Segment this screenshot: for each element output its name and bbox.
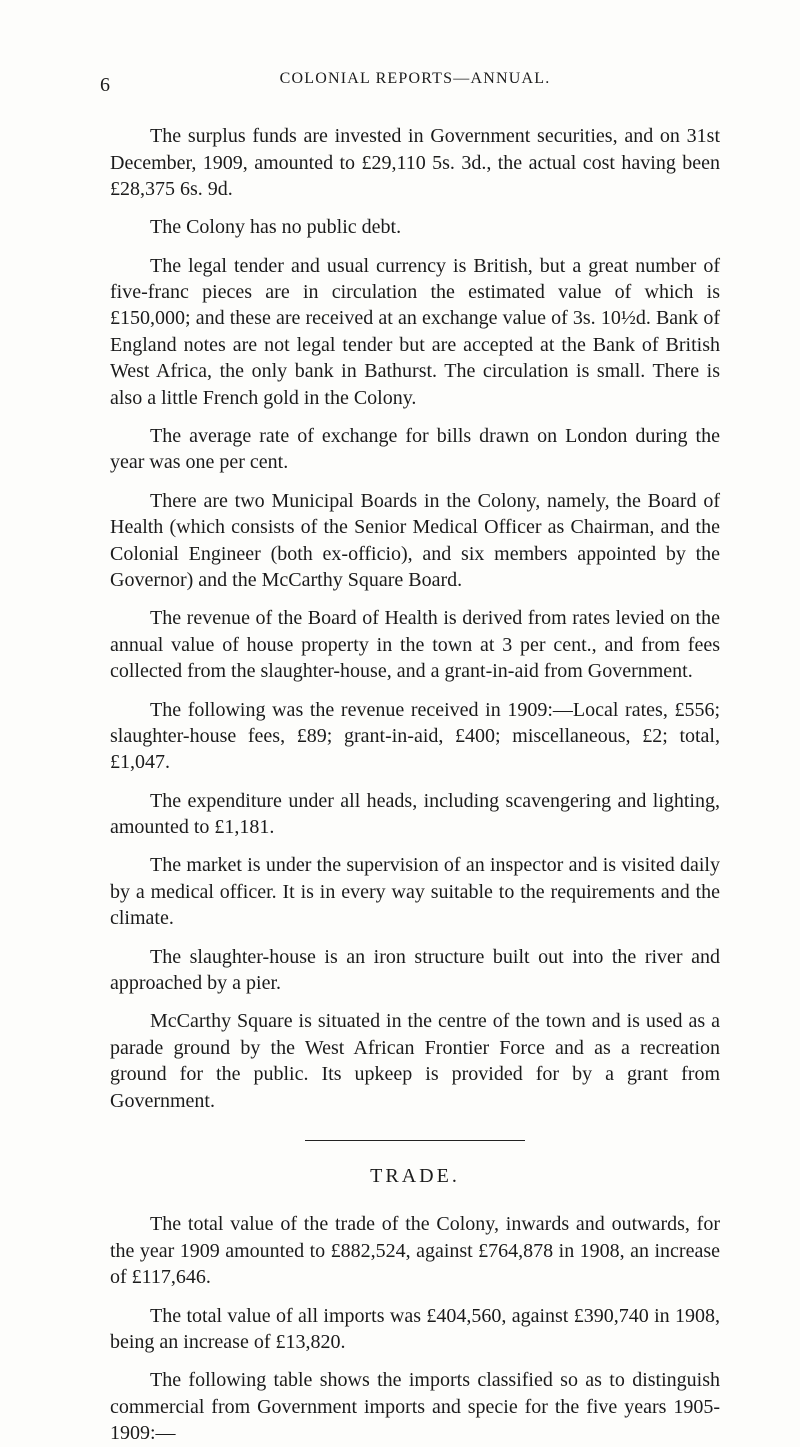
body-paragraph: The legal tender and usual currency is B…	[110, 253, 720, 411]
section-divider	[305, 1140, 525, 1141]
body-paragraph: McCarthy Square is situated in the centr…	[110, 1008, 720, 1114]
body-paragraph: The slaughter-house is an iron structure…	[110, 944, 720, 997]
body-paragraph: The revenue of the Board of Health is de…	[110, 605, 720, 684]
running-head: COLONIAL REPORTS—ANNUAL.	[110, 68, 720, 89]
body-paragraph: The total value of all imports was £404,…	[110, 1303, 720, 1356]
body-paragraph: The Colony has no public debt.	[110, 214, 720, 240]
body-paragraph: The following was the revenue received i…	[110, 697, 720, 776]
body-paragraph: The following table shows the imports cl…	[110, 1367, 720, 1446]
body-paragraph: There are two Municipal Boards in the Co…	[110, 488, 720, 594]
body-paragraph: The surplus funds are invested in Govern…	[110, 123, 720, 202]
body-paragraph: The average rate of exchange for bills d…	[110, 423, 720, 476]
section-heading-trade: TRADE.	[110, 1163, 720, 1189]
body-paragraph: The total value of the trade of the Colo…	[110, 1211, 720, 1290]
body-paragraph: The market is under the supervision of a…	[110, 852, 720, 931]
page-number: 6	[100, 72, 110, 98]
body-paragraph: The expenditure under all heads, includi…	[110, 788, 720, 841]
